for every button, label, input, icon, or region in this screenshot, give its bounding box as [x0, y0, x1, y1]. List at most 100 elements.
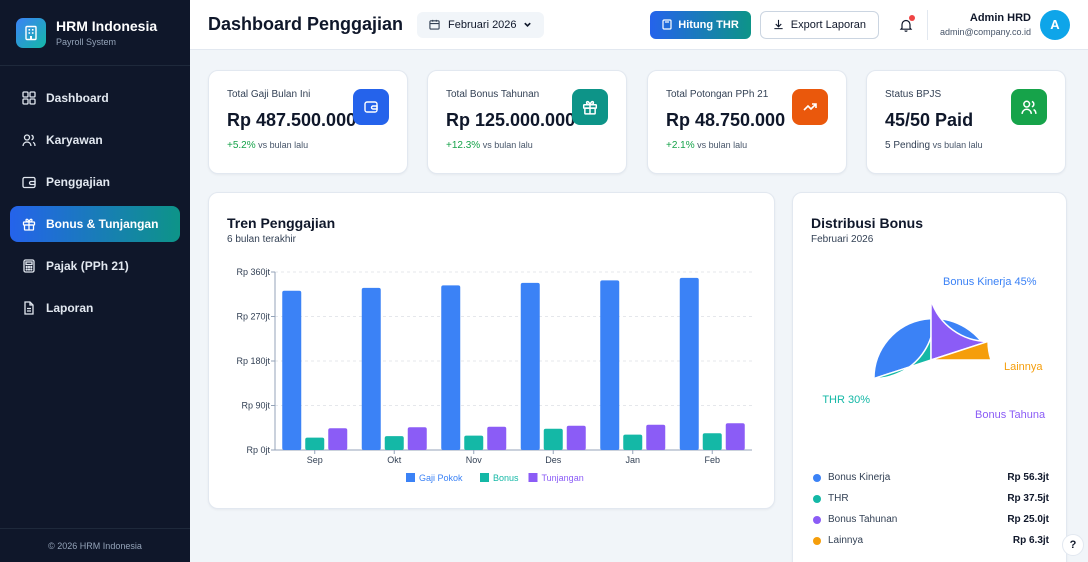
- legend-dot: [813, 515, 821, 524]
- stat-label: Total Bonus Tahunan: [446, 89, 540, 100]
- x-tick-label: Nov: [466, 455, 483, 465]
- sidebar-item-pajak[interactable]: Pajak (PPh 21): [10, 248, 180, 284]
- stat-change-note: vs bulan lalu: [932, 140, 983, 150]
- wallet-icon: [353, 89, 389, 125]
- document-icon: [24, 301, 34, 315]
- x-tick-label: Jan: [625, 455, 640, 465]
- legend-swatch-gaji-pokok: [406, 473, 415, 482]
- bar-gaji-pokok: [282, 290, 302, 450]
- stat-value: Rp 487.500.000: [227, 110, 357, 130]
- bar-tunjangan: [328, 428, 348, 450]
- bell-icon: [899, 19, 913, 32]
- bonus-distribution-card: Distribusi Bonus Februari 2026 Bonus Kin…: [792, 192, 1067, 562]
- pie-slice-lainnya: [930, 340, 993, 361]
- stat-label: Total Potongan PPh 21: [666, 89, 769, 100]
- x-tick-label: Okt: [387, 455, 402, 465]
- bar-bonus: [384, 436, 404, 450]
- pie-slice-bonus-tahunan: [930, 299, 989, 362]
- legend-amount: Rp 25.0jt: [1007, 514, 1049, 525]
- stat-change-value: +12.3%: [446, 140, 481, 151]
- stat-value: Rp 48.750.000: [666, 110, 786, 130]
- stat-label: Total Gaji Bulan Ini: [227, 89, 311, 100]
- x-tick-label: Feb: [704, 455, 720, 465]
- sidebar-item-dashboard[interactable]: Dashboard: [10, 80, 180, 116]
- help-button[interactable]: ?: [1062, 534, 1084, 556]
- y-tick-label: Rp 180jt: [236, 356, 270, 366]
- stat-change-note: vs bulan lalu: [482, 140, 533, 150]
- chevron-down-icon: [523, 22, 531, 27]
- sidebar-item-karyawan[interactable]: Karyawan: [10, 122, 180, 158]
- legend-swatch-bonus: [480, 473, 489, 482]
- user-info: Admin HRD admin@company.co.id: [940, 12, 1031, 37]
- gift-icon: [572, 89, 608, 125]
- legend-dot: [813, 473, 821, 482]
- sidebar-item-penggajian[interactable]: Penggajian: [10, 164, 180, 200]
- sidebar-item-label: Bonus & Tunjangan: [46, 217, 159, 231]
- brand: HRM Indonesia Payroll System: [0, 0, 190, 66]
- sidebar-item-label: Penggajian: [46, 175, 111, 189]
- bar-gaji-pokok: [361, 287, 381, 450]
- stat-change: 5 Pending vs bulan lalu: [885, 140, 1047, 151]
- export-report-button[interactable]: Export Laporan: [759, 10, 879, 39]
- legend-label-gaji-pokok: Gaji Pokok: [419, 473, 463, 483]
- download-icon: [774, 19, 783, 30]
- trend-chart-subtitle: 6 bulan terakhir: [227, 234, 296, 245]
- gift-icon: [22, 218, 36, 231]
- bar-gaji-pokok: [600, 280, 620, 450]
- page-title: Dashboard Penggajian: [208, 14, 404, 34]
- legend-amount: Rp 37.5jt: [1007, 493, 1049, 504]
- trend-chart-title: Tren Penggajian: [227, 215, 336, 231]
- x-tick-label: Des: [545, 455, 562, 465]
- stat-change-value: +2.1%: [666, 140, 695, 151]
- month-picker-value: Februari 2026: [448, 18, 517, 31]
- bar-tunjangan: [407, 427, 427, 450]
- bar-tunjangan: [487, 426, 507, 450]
- calculator-icon: [23, 259, 35, 273]
- legend-amount: Rp 6.3jt: [1012, 535, 1049, 546]
- legend-label-tunjangan: Tunjangan: [542, 473, 584, 483]
- sidebar-item-label: Laporan: [46, 301, 94, 315]
- bar-bonus: [543, 428, 563, 450]
- y-tick-label: Rp 270jt: [236, 312, 270, 322]
- sidebar-item-bonus-tunjangan[interactable]: Bonus & Tunjangan: [10, 206, 180, 242]
- brand-subtitle: Payroll System: [56, 37, 117, 47]
- legend-swatch-tunjangan: [528, 473, 538, 482]
- legend-row-bonus-tahunan: Bonus Tahunan Rp 25.0jt: [813, 514, 1049, 525]
- header-divider: [926, 9, 928, 40]
- sidebar-item-label: Pajak (PPh 21): [46, 259, 129, 273]
- hitung-thr-button[interactable]: Hitung THR: [650, 10, 751, 39]
- legend-dot: [813, 494, 821, 503]
- sidebar-item-label: Karyawan: [46, 133, 103, 147]
- y-tick-label: Rp 90jt: [241, 401, 270, 411]
- user-name: Admin HRD: [969, 12, 1031, 24]
- stat-change: +2.1% vs bulan lalu: [666, 140, 828, 151]
- stat-label: Status BPJS: [885, 89, 942, 100]
- pie-label-thr: THR 30%: [822, 394, 870, 406]
- bar-gaji-pokok: [441, 285, 461, 450]
- stat-card-total-bonus: Total Bonus Tahunan Rp 125.000.000 +12.3…: [427, 70, 627, 174]
- wallet-icon: [22, 176, 36, 189]
- stat-change-value: +5.2%: [227, 140, 256, 151]
- sidebar: HRM Indonesia Payroll System Dashboard K…: [0, 0, 190, 562]
- trend-chart-card: Tren Penggajian 6 bulan terakhir Rp 0jt R…: [208, 192, 775, 509]
- hitung-thr-label: Hitung THR: [678, 18, 739, 31]
- legend-name: Bonus Kinerja: [828, 472, 891, 483]
- bar-tunjangan: [646, 424, 666, 450]
- sidebar-nav: Dashboard Karyawan Penggajian Bonus & Tu…: [0, 66, 190, 326]
- bar-bonus: [464, 435, 484, 450]
- sidebar-item-laporan[interactable]: Laporan: [10, 290, 180, 326]
- bar-tunjangan: [566, 425, 586, 450]
- bar-bonus: [305, 437, 325, 450]
- stat-change-note: vs bulan lalu: [697, 140, 748, 150]
- avatar[interactable]: A: [1040, 9, 1070, 40]
- users-icon: [22, 134, 36, 147]
- stat-value: Rp 125.000.000: [446, 110, 576, 130]
- legend-amount: Rp 56.3jt: [1007, 472, 1049, 483]
- distribution-title: Distribusi Bonus: [811, 215, 924, 231]
- stat-card-potongan-pph21: Total Potongan PPh 21 Rp 48.750.000 +2.1…: [647, 70, 847, 174]
- stat-change: +12.3% vs bulan lalu: [446, 140, 608, 151]
- bar-gaji-pokok: [520, 282, 540, 450]
- notification-button[interactable]: [895, 14, 917, 36]
- sidebar-footer: © 2026 HRM Indonesia: [0, 528, 190, 562]
- month-picker[interactable]: Februari 2026: [417, 11, 544, 38]
